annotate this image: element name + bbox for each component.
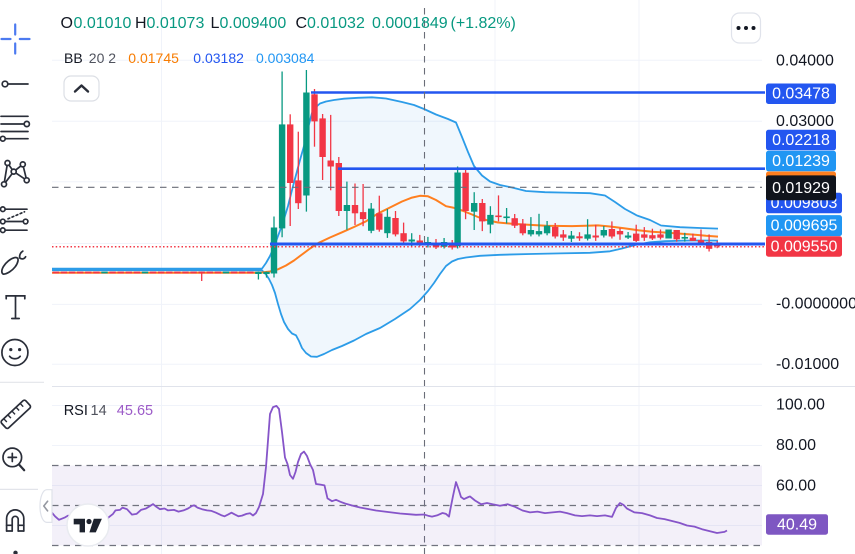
svg-text:0.02218: 0.02218: [772, 132, 830, 149]
svg-text:100.00: 100.00: [776, 396, 825, 413]
svg-text:40.49: 40.49: [777, 517, 817, 534]
svg-text:0.03478: 0.03478: [772, 86, 830, 103]
svg-text:-0.000000001: -0.000000001: [776, 296, 855, 313]
svg-text:0.03000: 0.03000: [776, 113, 834, 130]
svg-text:0.01929: 0.01929: [772, 180, 830, 197]
svg-text:60.00: 60.00: [776, 477, 816, 494]
svg-text:0.009695: 0.009695: [771, 218, 838, 235]
svg-text:0.01239: 0.01239: [772, 153, 830, 170]
svg-text:-0.01000: -0.01000: [776, 356, 839, 373]
svg-text:80.00: 80.00: [776, 437, 816, 454]
svg-text:0.04000: 0.04000: [776, 53, 834, 70]
svg-text:0.009550: 0.009550: [771, 239, 838, 256]
